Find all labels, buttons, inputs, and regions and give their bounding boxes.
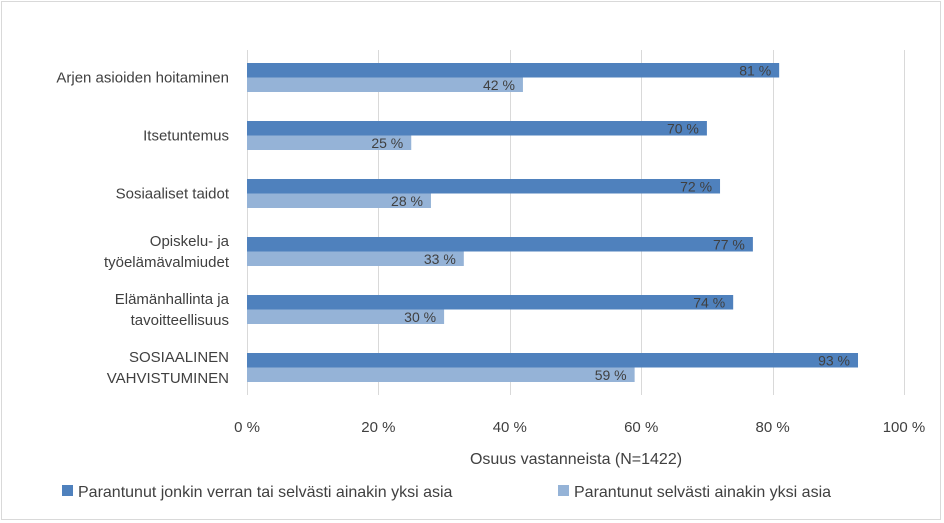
category-label-line: SOSIAALINEN <box>129 349 229 366</box>
legend-label: Parantunut selvästi ainakin yksi asia <box>574 484 831 501</box>
bar <box>247 179 721 194</box>
category-label-line: työelämävalmiudet <box>104 254 230 271</box>
gridlines <box>247 50 905 395</box>
data-label: 74 % <box>693 294 725 310</box>
category-label-line: Opiskelu- ja <box>150 233 230 250</box>
category-label: SOSIAALINEN VAHVISTUMINEN <box>107 349 229 387</box>
bar <box>247 353 859 368</box>
legend-swatch <box>558 485 569 496</box>
bar <box>247 237 753 252</box>
category-label-line: VAHVISTUMINEN <box>107 370 229 387</box>
data-label: 42 % <box>483 77 515 93</box>
x-axis-title: Osuus vastanneista (N=1422) <box>470 451 682 468</box>
data-label: 72 % <box>680 178 712 194</box>
category-label-line: Elämänhallinta ja <box>115 291 230 308</box>
category-label-line: tavoitteellisuus <box>131 312 229 329</box>
category-label: Arjen asioiden hoitaminen <box>56 70 229 87</box>
x-tick-labels: 0 % 20 % 40 % 60 % 80 % 100 % <box>234 419 925 436</box>
data-label: 81 % <box>739 62 771 78</box>
x-tick-label: 20 % <box>361 419 395 436</box>
x-tick-label: 40 % <box>493 419 527 436</box>
bar <box>247 77 523 92</box>
bar <box>247 309 445 324</box>
x-tick-label: 60 % <box>624 419 658 436</box>
legend: Parantunut jonkin verran tai selvästi ai… <box>62 484 831 501</box>
data-label: 30 % <box>404 309 436 325</box>
data-label: 70 % <box>667 120 699 136</box>
category-label: Itsetuntemus <box>143 128 229 145</box>
data-label: 28 % <box>391 193 423 209</box>
bar <box>247 63 780 78</box>
x-tick-label: 80 % <box>755 419 789 436</box>
bar <box>247 295 734 310</box>
data-labels: 81 % 42 % 70 % 25 % 72 % 28 % 77 % 33 % 74 % 30 %… <box>371 62 850 383</box>
legend-swatch <box>62 485 73 496</box>
data-label: 59 % <box>595 367 627 383</box>
bar <box>247 135 412 150</box>
category-labels: Arjen asioiden hoitaminen Itsetuntemus Sos… <box>56 70 229 388</box>
bars <box>247 63 859 382</box>
category-label-line: Itsetuntemus <box>143 128 229 145</box>
bar <box>247 251 464 266</box>
category-label: Opiskelu- ja työelämävalmiudet <box>104 233 230 271</box>
bar <box>247 367 635 382</box>
legend-label: Parantunut jonkin verran tai selvästi ai… <box>78 484 453 501</box>
x-tick-label: 100 % <box>883 419 926 436</box>
x-tick-label: 0 % <box>234 419 260 436</box>
data-label: 33 % <box>424 251 456 267</box>
category-label-line: Sosiaaliset taidot <box>116 186 230 203</box>
bar <box>247 121 707 136</box>
category-label: Elämänhallinta ja tavoitteellisuus <box>115 291 230 329</box>
data-label: 25 % <box>371 135 403 151</box>
category-label-line: Arjen asioiden hoitaminen <box>56 70 229 87</box>
data-label: 93 % <box>818 352 850 368</box>
category-label: Sosiaaliset taidot <box>116 186 230 203</box>
data-label: 77 % <box>713 236 745 252</box>
bar <box>247 193 431 208</box>
